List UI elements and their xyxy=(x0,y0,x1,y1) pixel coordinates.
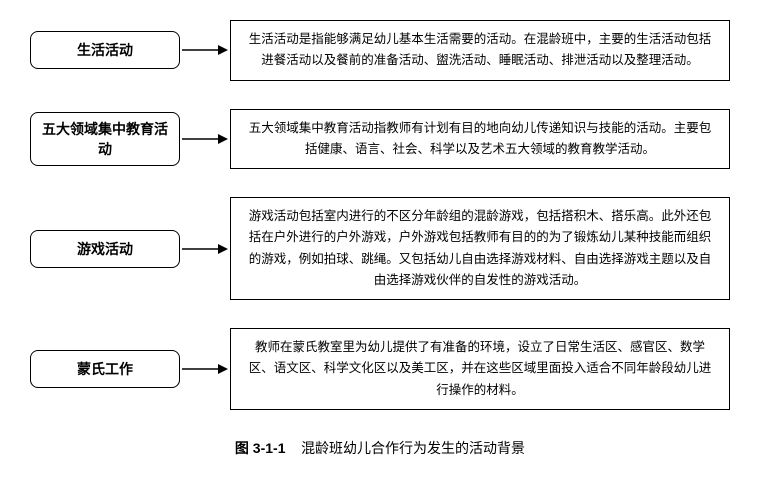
figure-title: 混龄班幼儿合作行为发生的活动背景 xyxy=(301,440,525,456)
desc-montessori: 教师在蒙氏教室里为幼儿提供了有准备的环境，设立了日常生活区、感官区、数学区、语文… xyxy=(230,328,730,410)
row-game-activity: 游戏活动 游戏活动包括室内进行的不区分年龄组的混龄游戏，包括搭积木、搭乐高。此外… xyxy=(30,197,730,300)
desc-five-domains: 五大领域集中教育活动指教师有计划有目的地向幼儿传递知识与技能的活动。主要包括健康… xyxy=(230,109,730,170)
arrow-icon xyxy=(180,131,230,147)
row-five-domains: 五大领域集中教育活动 五大领域集中教育活动指教师有计划有目的地向幼儿传递知识与技… xyxy=(30,109,730,170)
figure-caption: 图 3-1-1 混龄班幼儿合作行为发生的活动背景 xyxy=(30,438,730,458)
desc-life-activity: 生活活动是指能够满足幼儿基本生活需要的活动。在混龄班中，主要的生活活动包括进餐活… xyxy=(230,20,730,81)
arrow-icon xyxy=(180,241,230,257)
label-game-activity: 游戏活动 xyxy=(30,230,180,268)
arrow-icon xyxy=(180,361,230,377)
figure-number: 图 3-1-1 xyxy=(235,440,286,456)
row-montessori: 蒙氏工作 教师在蒙氏教室里为幼儿提供了有准备的环境，设立了日常生活区、感官区、数… xyxy=(30,328,730,410)
arrow-icon xyxy=(180,42,230,58)
row-life-activity: 生活活动 生活活动是指能够满足幼儿基本生活需要的活动。在混龄班中，主要的生活活动… xyxy=(30,20,730,81)
label-montessori: 蒙氏工作 xyxy=(30,350,180,388)
label-five-domains: 五大领域集中教育活动 xyxy=(30,112,180,166)
desc-game-activity: 游戏活动包括室内进行的不区分年龄组的混龄游戏，包括搭积木、搭乐高。此外还包括在户… xyxy=(230,197,730,300)
label-life-activity: 生活活动 xyxy=(30,31,180,69)
